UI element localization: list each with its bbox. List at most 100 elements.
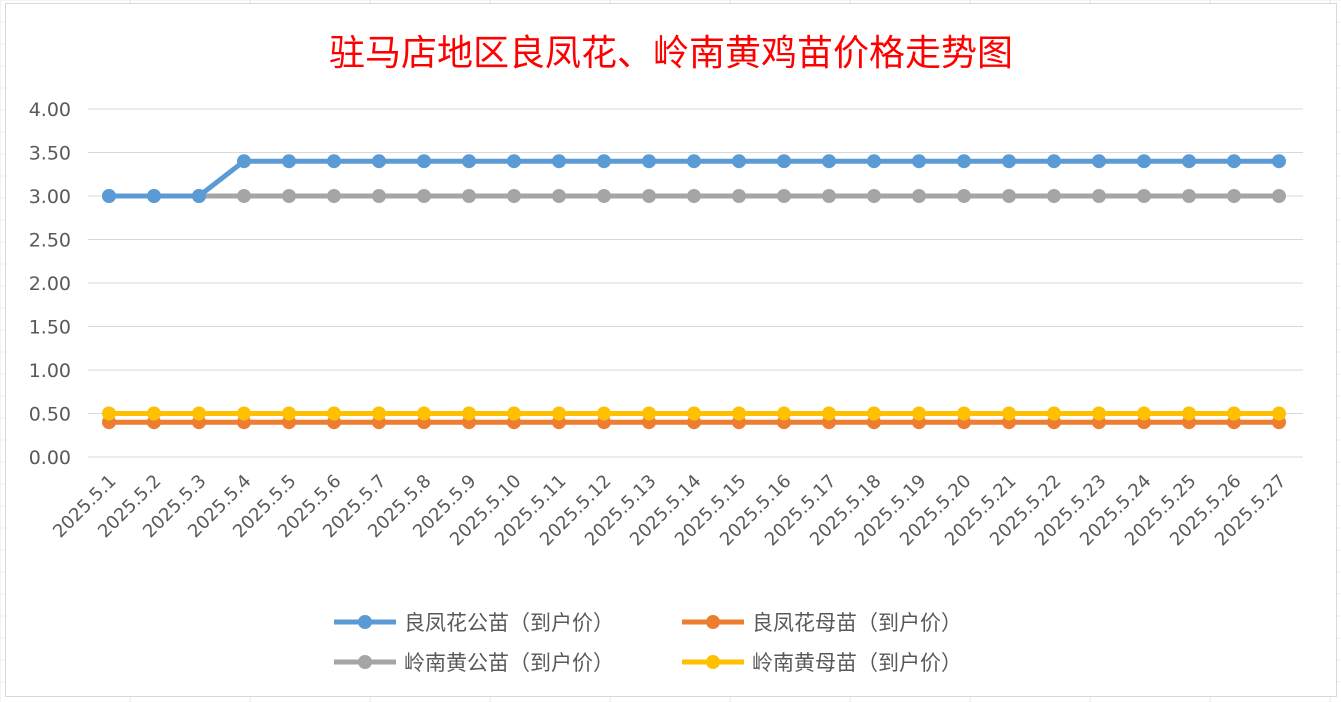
chart-area[interactable]: 驻马店地区良凤花、岭南黄鸡苗价格走势图 0.00 0.50 1.00 1.50 2.00… — [5, 3, 1337, 697]
data-point — [822, 189, 836, 203]
y-tick-label: 0.50 — [29, 404, 71, 426]
y-tick-label: 3.50 — [29, 143, 71, 165]
data-point — [102, 406, 116, 421]
data-point — [1272, 154, 1286, 169]
data-point — [552, 189, 566, 203]
data-point — [1227, 154, 1241, 169]
data-point — [327, 154, 341, 169]
line-chart: 0.00 0.50 1.00 1.50 2.00 2.50 3.00 3.50 4.00 202… — [29, 99, 1303, 551]
data-point — [777, 189, 791, 203]
data-point — [1137, 406, 1151, 421]
data-point — [417, 154, 431, 169]
y-tick-label: 2.50 — [29, 230, 71, 252]
data-point — [237, 189, 251, 203]
x-axis-tick-labels: 2025.5.12025.5.22025.5.32025.5.42025.5.5… — [49, 471, 1291, 551]
y-tick-label: 1.00 — [29, 360, 71, 382]
data-point — [237, 154, 251, 169]
data-point — [1182, 154, 1196, 169]
data-point — [867, 406, 881, 421]
legend-label: 岭南黄母苗（到户价） — [752, 651, 962, 675]
data-point — [1182, 406, 1196, 421]
legend-marker-icon — [682, 655, 744, 669]
data-point — [957, 154, 971, 169]
data-point — [1047, 154, 1061, 169]
y-tick-label: 3.00 — [29, 186, 71, 208]
data-point — [642, 189, 656, 203]
y-tick-label: 0.00 — [29, 447, 71, 469]
data-point — [597, 189, 611, 203]
data-point — [327, 189, 341, 203]
data-point — [147, 406, 161, 421]
data-point — [462, 154, 476, 169]
data-point — [462, 406, 476, 421]
legend-item-series-1[interactable]: 良凤花母苗（到户价） — [680, 607, 1010, 637]
data-point — [912, 406, 926, 421]
data-point — [1002, 154, 1016, 169]
y-tick-label: 2.00 — [29, 273, 71, 295]
data-point — [867, 154, 881, 169]
legend-label: 良凤花母苗（到户价） — [752, 611, 962, 635]
data-point — [417, 189, 431, 203]
legend-item-series-2[interactable]: 岭南黄公苗（到户价） — [332, 647, 662, 677]
series-0 — [102, 154, 1286, 203]
data-point — [1272, 189, 1286, 203]
legend: 良凤花公苗（到户价） 良凤花母苗（到户价） 岭南黄公苗（到户价） 岭南黄母苗（到… — [6, 602, 1336, 682]
legend-item-series-3[interactable]: 岭南黄母苗（到户价） — [680, 647, 1010, 677]
data-point — [912, 154, 926, 169]
data-point — [597, 406, 611, 421]
data-point — [1092, 189, 1106, 203]
series-layer — [102, 154, 1286, 430]
data-point — [102, 189, 116, 203]
data-point — [732, 189, 746, 203]
legend-marker-icon — [334, 615, 396, 629]
data-point — [507, 154, 521, 169]
y-tick-label: 1.50 — [29, 317, 71, 339]
series-3 — [102, 406, 1286, 421]
data-point — [282, 406, 296, 421]
y-axis-tick-labels: 0.00 0.50 1.00 1.50 2.00 2.50 3.00 3.50 4.00 — [29, 99, 71, 469]
data-point — [507, 406, 521, 421]
legend-item-series-0[interactable]: 良凤花公苗（到户价） — [332, 607, 662, 637]
data-point — [1227, 406, 1241, 421]
data-point — [822, 406, 836, 421]
data-point — [1002, 189, 1016, 203]
data-point — [867, 189, 881, 203]
data-point — [1182, 189, 1196, 203]
data-point — [1092, 406, 1106, 421]
legend-label: 良凤花公苗（到户价） — [404, 611, 614, 635]
data-point — [1137, 154, 1151, 169]
data-point — [507, 189, 521, 203]
data-point — [687, 406, 701, 421]
data-point — [552, 154, 566, 169]
legend-marker-icon — [334, 655, 396, 669]
series-2 — [102, 189, 1286, 203]
data-point — [282, 189, 296, 203]
chart-title: 驻马店地区良凤花、岭南黄鸡苗价格走势图 — [328, 33, 1013, 74]
legend-label: 岭南黄公苗（到户价） — [404, 651, 614, 675]
data-point — [597, 154, 611, 169]
data-point — [1137, 189, 1151, 203]
legend-marker-icon — [682, 615, 744, 629]
data-point — [1092, 154, 1106, 169]
data-point — [732, 406, 746, 421]
data-point — [777, 154, 791, 169]
data-point — [1227, 189, 1241, 203]
data-point — [282, 154, 296, 169]
data-point — [372, 189, 386, 203]
data-point — [192, 406, 206, 421]
data-point — [327, 406, 341, 421]
data-point — [147, 189, 161, 203]
data-point — [1272, 406, 1286, 421]
data-point — [372, 406, 386, 421]
data-point — [687, 189, 701, 203]
data-point — [912, 189, 926, 203]
data-point — [192, 189, 206, 203]
data-point — [372, 154, 386, 169]
data-point — [777, 406, 791, 421]
data-point — [1047, 189, 1061, 203]
data-point — [237, 406, 251, 421]
data-point — [1047, 406, 1061, 421]
data-point — [732, 154, 746, 169]
data-point — [417, 406, 431, 421]
data-point — [957, 406, 971, 421]
